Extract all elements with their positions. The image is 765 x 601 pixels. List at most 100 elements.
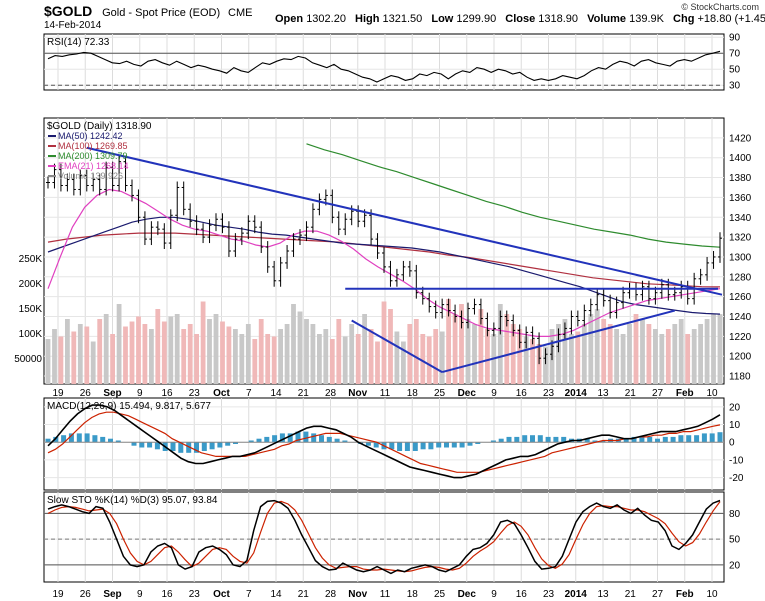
stoch-d-line — [47, 500, 721, 573]
volume-bar — [452, 314, 458, 384]
ma100-line — [47, 232, 721, 288]
macd-histogram-bar — [76, 433, 82, 443]
volume-bar — [271, 336, 277, 384]
price-tick-label: 1360 — [729, 193, 752, 204]
volume-bar — [97, 319, 103, 384]
volume-tick-label: 200K — [19, 279, 43, 290]
macd-histogram-bar — [397, 442, 403, 451]
macd-histogram-bar — [522, 435, 528, 443]
macd-histogram-bar — [639, 436, 645, 443]
volume-bar — [485, 329, 490, 384]
volume-bar — [90, 341, 96, 384]
macd-histogram-bar — [623, 438, 629, 443]
time-tick-label: 9 — [491, 388, 497, 399]
time-tick-label-bottom: 26 — [80, 589, 92, 600]
macd-histogram-bar — [209, 442, 215, 450]
time-tick-label: 23 — [543, 388, 555, 399]
close-stat: Close 1318.90 — [505, 13, 579, 25]
volume-bar — [459, 304, 464, 384]
rsi-tick-label: 30 — [729, 81, 741, 92]
chart-date: 14-Feb-2014 — [44, 20, 102, 31]
macd-histogram-bar — [436, 442, 442, 448]
volume-bar — [678, 319, 684, 384]
volume-bar — [614, 329, 619, 384]
volume-bar — [110, 334, 115, 384]
price-title: $GOLD (Daily) 1318.90 — [47, 121, 152, 132]
macd-histogram-bar — [115, 440, 121, 443]
macd-histogram-bar — [717, 432, 723, 443]
open-stat: Open 1302.20 — [275, 13, 346, 25]
volume-bar — [84, 326, 90, 384]
macd-histogram-bar — [154, 442, 160, 450]
volume-bar — [226, 326, 232, 384]
macd-histogram-bar — [365, 442, 371, 446]
trendline-channel-lower — [351, 319, 443, 373]
volume-bar — [704, 319, 710, 384]
macd-histogram-bar — [490, 440, 496, 443]
time-tick-label: Nov — [348, 388, 367, 399]
volume-bar — [581, 324, 587, 384]
macd-histogram-bar — [662, 436, 668, 443]
time-tick-label-bottom: 16 — [161, 589, 173, 600]
price-tick-label: 1300 — [729, 252, 752, 263]
volume-bar — [607, 324, 613, 384]
volume-bar — [394, 331, 400, 384]
macd-histogram-bar — [147, 442, 153, 448]
time-tick-label-bottom: 25 — [434, 589, 446, 600]
macd-histogram-bar — [678, 435, 684, 443]
macd-histogram-bar — [53, 436, 59, 443]
macd-tick-label: -20 — [729, 473, 744, 484]
macd-histogram-bar — [506, 436, 512, 443]
macd-histogram-bar — [686, 435, 692, 443]
volume-bar — [168, 316, 174, 384]
macd-histogram-bar — [217, 442, 223, 448]
macd-histogram-bar — [561, 436, 567, 443]
volume-bar — [336, 319, 342, 384]
volume-bar — [233, 329, 238, 384]
symbol: $GOLD — [44, 3, 93, 19]
macd-line — [47, 404, 721, 479]
volume-bar — [317, 334, 322, 384]
volume-bar — [77, 324, 83, 384]
brand-watermark: © StockCharts.com — [681, 2, 759, 12]
volume-bar — [58, 336, 64, 384]
macd-histogram-bar — [530, 435, 535, 443]
macd-histogram-bar — [670, 436, 676, 443]
time-tick-label: Oct — [213, 388, 230, 399]
volume-bar — [659, 334, 665, 384]
legend-entry: MA(50) 1242.42 — [58, 131, 123, 141]
ohlc-stats: Open 1302.20 High 1321.50 Low 1299.90 Cl… — [275, 13, 765, 25]
time-tick-label-bottom: 28 — [325, 589, 337, 600]
price-tick-label: 1380 — [729, 173, 752, 184]
macd-histogram-bar — [459, 442, 465, 448]
volume-bar — [556, 324, 561, 384]
price-tick-label: 1340 — [729, 213, 752, 224]
volume-bar — [426, 336, 432, 384]
time-tick-label-bottom: Feb — [676, 589, 694, 600]
volume-bar — [116, 304, 122, 384]
panel-frame-sto — [43, 491, 725, 583]
volume-bar — [323, 329, 329, 384]
volume-bar — [181, 329, 187, 384]
volume-bar — [472, 324, 477, 384]
time-tick-label-bottom: 7 — [246, 589, 252, 600]
volume-bar — [413, 319, 419, 384]
sto-tick-label: 20 — [729, 560, 741, 571]
macd-histogram-bar — [647, 436, 653, 443]
high-stat: High 1321.50 — [355, 13, 423, 25]
trendline-rising — [441, 309, 676, 374]
macd-histogram-bar — [248, 440, 254, 443]
rsi-tick-label: 70 — [729, 49, 741, 60]
macd-histogram-bar — [592, 440, 598, 443]
macd-histogram-bar — [319, 435, 324, 443]
time-tick-label-bottom: 9 — [137, 589, 143, 600]
macd-histogram-bar — [475, 442, 481, 444]
volume-bar — [633, 314, 639, 384]
macd-histogram-bar — [45, 438, 51, 443]
volume-bar — [103, 314, 109, 384]
volume-bar — [284, 324, 290, 384]
macd-tick-label: 0 — [729, 438, 735, 449]
macd-histogram-bar — [326, 436, 332, 443]
volume-bar — [123, 326, 128, 384]
rsi-tick-label: 50 — [729, 65, 741, 76]
